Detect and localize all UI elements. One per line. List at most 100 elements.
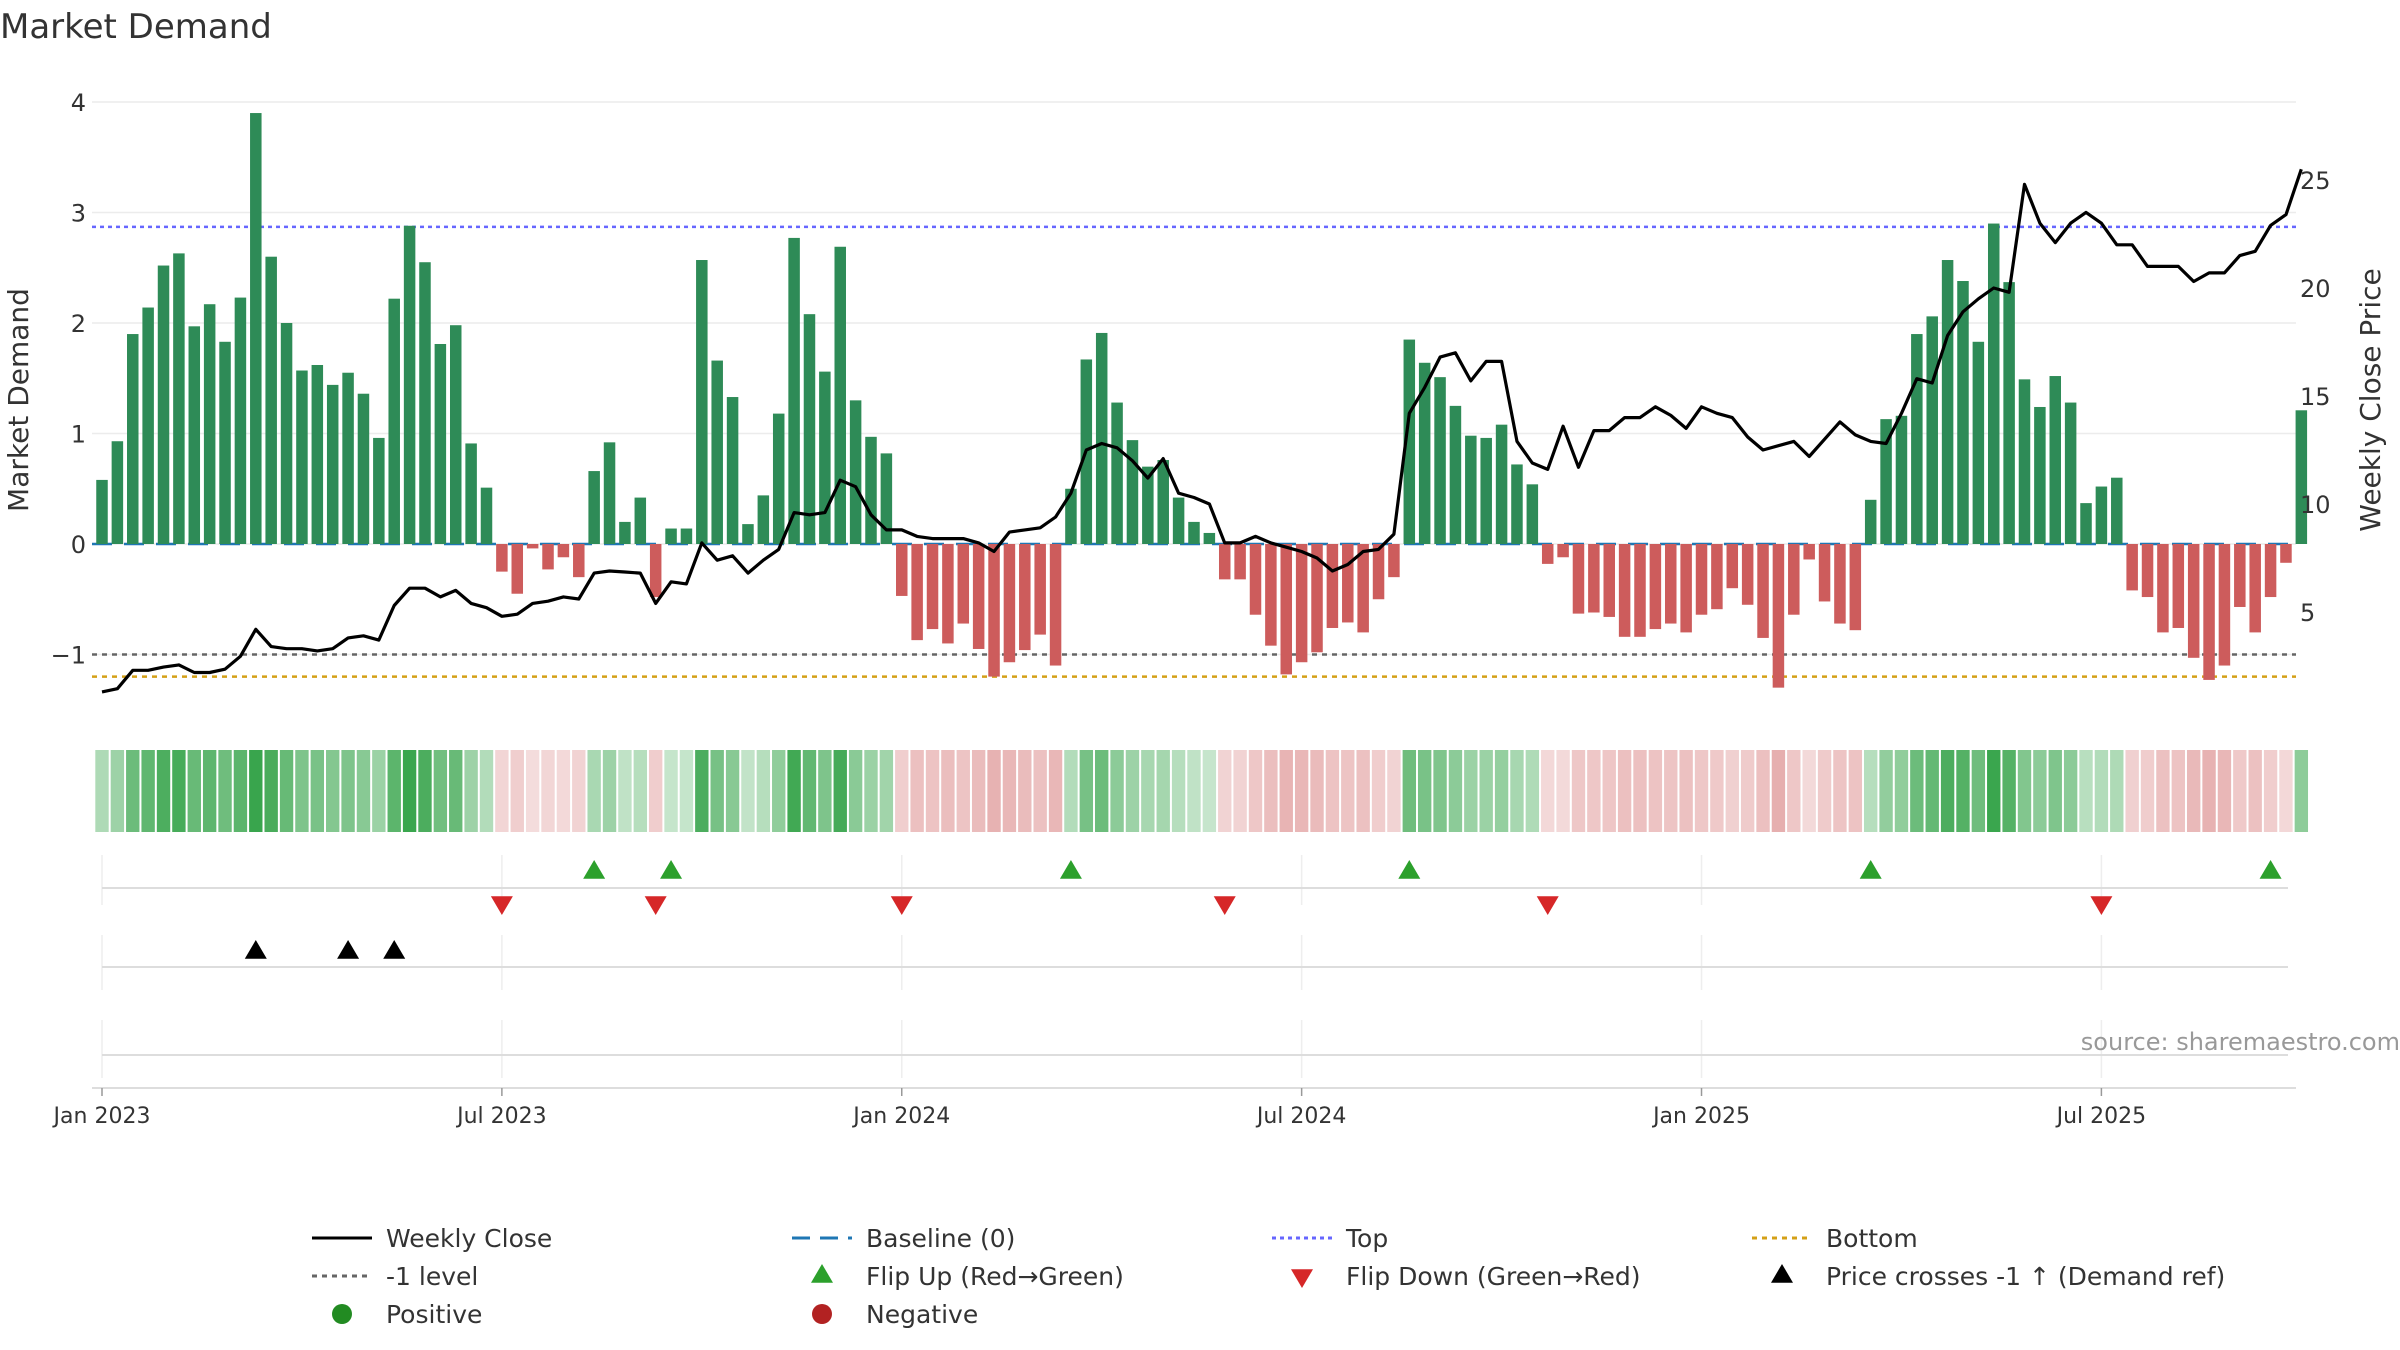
positive-bar	[203, 304, 216, 544]
positive-bar	[742, 524, 754, 544]
positive-bar	[2049, 376, 2062, 544]
positive-bar	[2034, 406, 2046, 544]
positive-bar	[1065, 488, 1077, 544]
negative-bar	[926, 544, 939, 630]
heat-cell	[587, 750, 601, 832]
positive-bar	[1418, 362, 1431, 544]
positive-bar	[2080, 503, 2092, 544]
heat-cell	[1156, 750, 1170, 832]
right-tick-label: 10	[2300, 491, 2331, 519]
weekly-close-line	[101, 168, 2303, 694]
negative-bar	[1680, 544, 1692, 633]
positive-bar	[296, 370, 308, 544]
heat-cell	[2294, 750, 2309, 832]
heat-cell	[1141, 750, 1155, 832]
negative-bar	[2187, 544, 2200, 658]
negative-bar	[1603, 544, 1615, 617]
flip-up-marker	[1859, 860, 1882, 879]
positive-bar	[1987, 223, 2000, 545]
heat-cell	[1125, 750, 1140, 832]
heat-cell	[202, 750, 217, 832]
positive-bar	[2018, 379, 2031, 544]
heat-cell	[879, 750, 894, 832]
negative-bar	[1649, 544, 1662, 630]
heat-cell	[1064, 750, 1078, 832]
heat-cell	[1740, 750, 1755, 832]
heat-cell	[1787, 750, 1801, 832]
heat-cell	[956, 750, 970, 832]
positive-bar	[388, 298, 400, 544]
demand-bars	[96, 113, 2308, 688]
heat-cell	[1371, 750, 1386, 832]
positive-bar	[1434, 377, 1446, 544]
price-cross-marker	[244, 940, 267, 959]
legend: Weekly Close Baseline (0) Top Bottom -1 leve…	[312, 1224, 2225, 1329]
positive-bar	[696, 260, 708, 544]
positive-bar	[588, 471, 600, 544]
heat-cell	[971, 750, 986, 832]
negative-bar	[1019, 544, 1031, 651]
x-tick-label: Jan 2024	[851, 1104, 950, 1129]
heat-cell	[618, 750, 632, 832]
legend-label: Bottom	[1826, 1224, 1918, 1253]
negative-bar	[1003, 544, 1016, 663]
positive-bar	[111, 441, 124, 544]
heat-cell	[710, 750, 724, 832]
negative-bar	[1034, 544, 1046, 635]
heat-cell	[372, 750, 386, 832]
positive-bar	[280, 323, 293, 544]
legend-label: -1 level	[386, 1262, 478, 1291]
heat-cell	[218, 750, 232, 832]
x-tick-label: Jul 2024	[1255, 1104, 1347, 1129]
heat-cell	[156, 750, 171, 832]
heat-cell	[1310, 750, 1324, 832]
legend-label: Top	[1345, 1224, 1388, 1253]
heat-cell	[2079, 750, 2093, 832]
negative-bar	[1249, 544, 1262, 615]
heat-cell	[464, 750, 478, 832]
price-cross-panel	[101, 935, 2288, 990]
positive-bar	[173, 253, 185, 544]
positive-bar	[188, 326, 201, 544]
heat-cell	[433, 750, 448, 832]
heat-cell	[1587, 750, 1601, 832]
heat-cell	[1187, 750, 1201, 832]
positive-bar	[2003, 282, 2015, 544]
price-cross-marker	[383, 940, 406, 959]
legend-item: Positive	[332, 1300, 482, 1329]
heat-cell	[1433, 750, 1447, 832]
heat-cell	[572, 750, 586, 832]
negative-bar	[1572, 544, 1585, 614]
positive-bar	[326, 384, 339, 544]
heat-cell	[633, 750, 647, 832]
heat-cell	[1279, 750, 1293, 832]
heat-cell	[1694, 750, 1709, 832]
heat-cell	[2094, 750, 2109, 832]
legend-item: Flip Down (Green→Red)	[1291, 1262, 1641, 1291]
positive-bar	[1895, 415, 1908, 544]
heat-cell	[264, 750, 278, 832]
source-label: source: sharemaestro.com	[2081, 1028, 2400, 1056]
heat-cell	[1940, 750, 1955, 832]
negative-bar	[2157, 544, 2169, 633]
x-axis-ticks: Jan 2023 Jul 2023 Jan 2024 Jul 2024 Jan 2025…	[52, 1087, 2296, 1129]
right-tick-label: 25	[2300, 167, 2331, 195]
positive-bar	[834, 246, 846, 544]
flip-up-marker	[660, 860, 683, 879]
heat-cell	[756, 750, 771, 832]
negative-bar	[2234, 544, 2246, 607]
heat-cell	[2279, 750, 2293, 832]
positive-bar	[142, 307, 154, 544]
heat-cell	[2217, 750, 2232, 832]
positive-bar	[1172, 497, 1185, 544]
heat-cell	[1325, 750, 1340, 832]
heat-cell	[1248, 750, 1263, 832]
negative-bar	[1295, 544, 1308, 663]
heat-cell	[833, 750, 847, 832]
positive-bar	[603, 442, 616, 544]
positive-bar	[1911, 334, 1923, 544]
heat-cell	[1095, 750, 1109, 832]
heat-cell	[2156, 750, 2170, 832]
positive-bar	[680, 528, 693, 544]
positive-bar	[1957, 281, 1969, 544]
